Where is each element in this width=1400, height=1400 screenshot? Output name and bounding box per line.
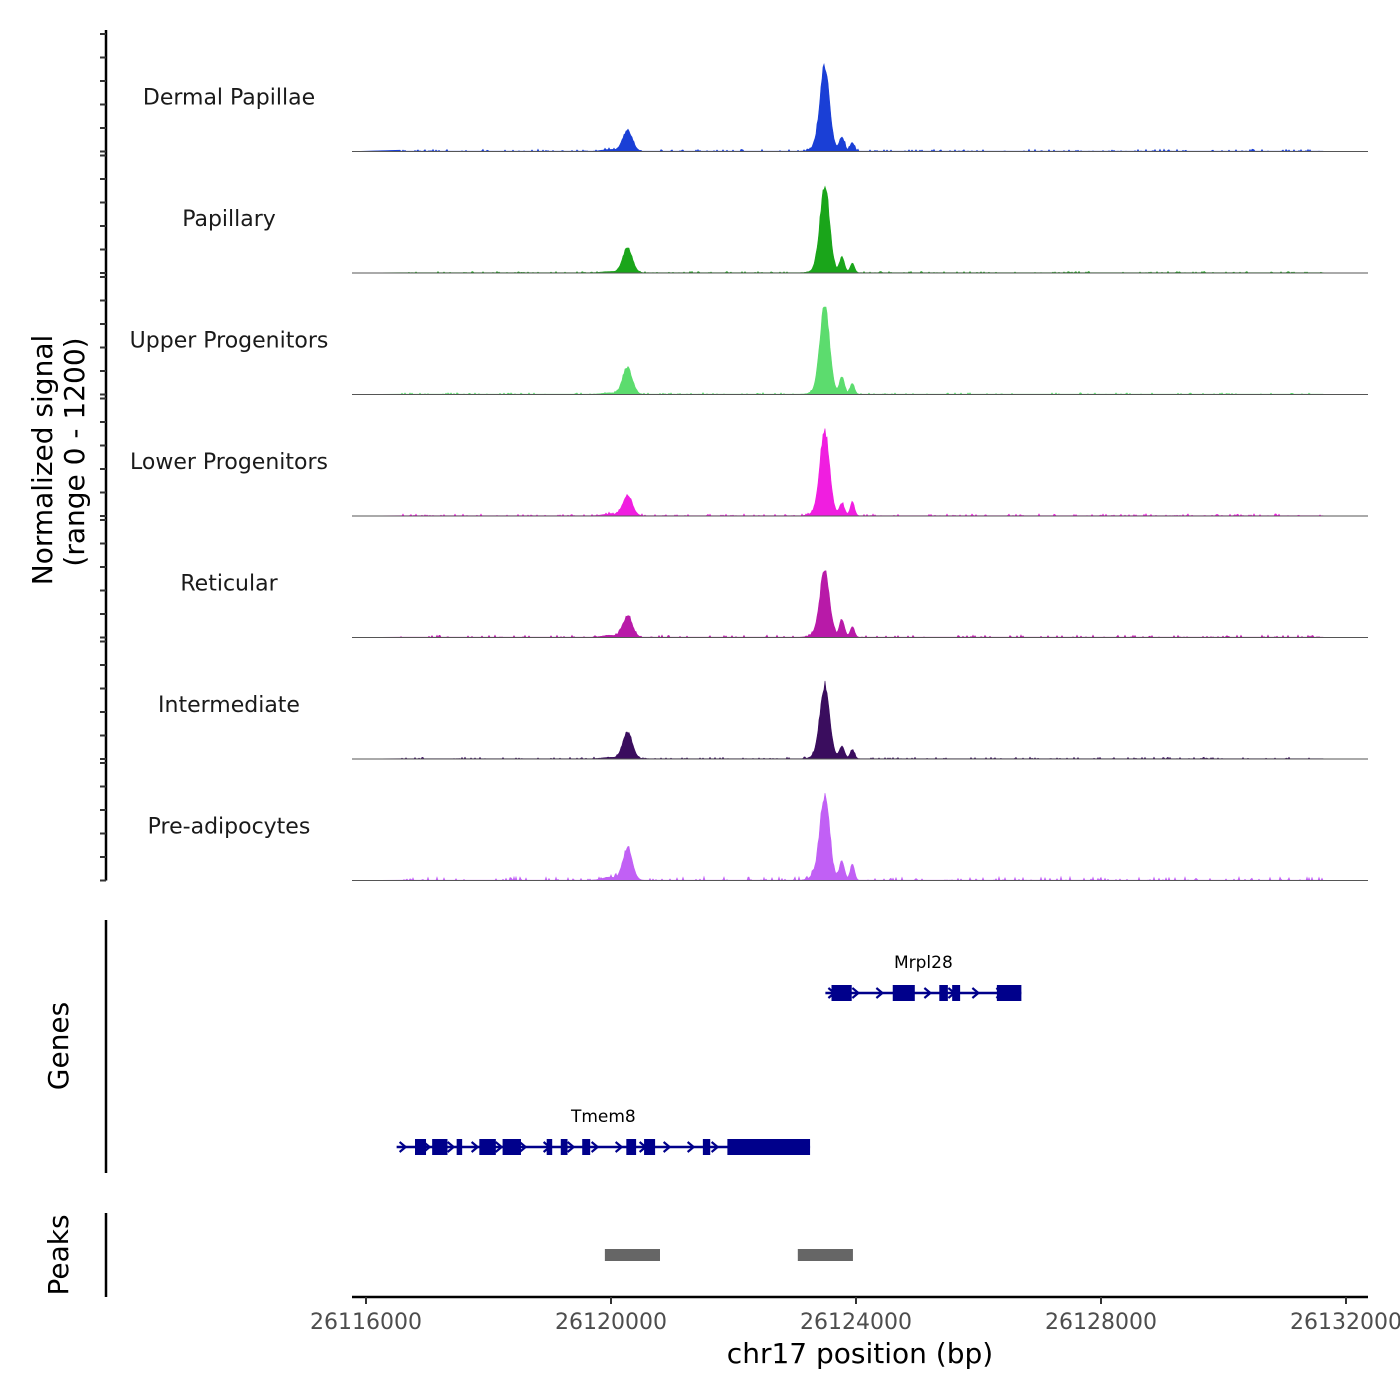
coverage-track: Papillary — [182, 185, 1368, 274]
coverage-track: Upper Progenitors — [130, 306, 1368, 395]
gene-exon — [892, 985, 915, 1001]
y-axis-title-line2: (range 0 - 1200) — [58, 337, 91, 566]
coverage-track: Dermal Papillae — [143, 62, 1368, 152]
x-axis-title: chr17 position (bp) — [727, 1337, 993, 1370]
coverage-track: Reticular — [180, 570, 1368, 638]
coverage-area — [351, 185, 1324, 274]
gene-exon — [560, 1139, 568, 1155]
strand-arrow — [851, 987, 861, 999]
gene-exon — [727, 1139, 811, 1155]
coverage-area — [351, 428, 1324, 517]
gene-model: Mrpl28 — [825, 953, 1022, 1001]
strand-arrow — [614, 1141, 624, 1153]
strand-arrow — [566, 1141, 576, 1153]
track-label: Papillary — [182, 207, 276, 232]
track-label: Dermal Papillae — [143, 86, 315, 111]
strand-arrow — [494, 1141, 504, 1153]
peaks-panel — [104, 1213, 853, 1297]
position-x-axis: 26116000 26120000 26124000 26128000 26132000 — [310, 1295, 1400, 1335]
coverage-area — [351, 680, 1324, 760]
strand-arrow — [470, 1141, 480, 1153]
signal-y-axis — [100, 30, 108, 882]
track-label: Intermediate — [158, 693, 300, 718]
strand-arrow — [923, 987, 933, 999]
gene-exon — [502, 1139, 521, 1155]
gene-exon — [626, 1139, 637, 1155]
strand-arrow — [686, 1141, 696, 1153]
gene-exon — [831, 985, 852, 1001]
strand-arrow — [971, 987, 981, 999]
gene-annotation-panel: Mrpl28 Tmem8 — [104, 920, 1022, 1173]
gene-name-label: Mrpl28 — [894, 953, 953, 973]
strand-arrow — [446, 1141, 456, 1153]
gene-exon — [952, 985, 961, 1001]
coverage-area — [351, 570, 1324, 638]
coverage-area — [351, 62, 1324, 152]
x-tick-label: 26124000 — [800, 1310, 912, 1335]
track-label: Lower Progenitors — [130, 450, 328, 475]
strand-arrow — [710, 1141, 720, 1153]
gene-name-label: Tmem8 — [570, 1107, 636, 1127]
peak-region — [604, 1249, 660, 1261]
gene-exon — [644, 1139, 656, 1155]
coverage-track: Lower Progenitors — [130, 428, 1368, 517]
strand-arrow — [875, 987, 885, 999]
x-tick-label: 26116000 — [310, 1310, 422, 1335]
x-tick-label: 26128000 — [1045, 1310, 1157, 1335]
strand-arrow — [590, 1141, 600, 1153]
gene-exon — [415, 1139, 427, 1155]
gene-exon — [702, 1139, 711, 1155]
gene-exon — [432, 1139, 448, 1155]
strand-arrow — [398, 1141, 408, 1153]
peak-region — [797, 1249, 853, 1261]
x-tick-label: 26132000 — [1290, 1310, 1400, 1335]
track-label: Reticular — [180, 572, 278, 597]
coverage-tracks: Dermal Papillae Papillary Upper Progenitor… — [130, 62, 1368, 882]
peaks-axis-title: Peaks — [42, 1214, 75, 1295]
gene-exon — [546, 1139, 553, 1155]
track-label: Pre-adipocytes — [148, 815, 311, 840]
coverage-area — [351, 792, 1324, 882]
track-label: Upper Progenitors — [130, 329, 329, 354]
coverage-track: Pre-adipocytes — [148, 792, 1368, 882]
strand-arrow — [662, 1141, 672, 1153]
gene-exon — [456, 1139, 463, 1155]
coverage-area — [351, 306, 1324, 395]
x-tick-label: 26120000 — [555, 1310, 667, 1335]
y-axis-title-line1: Normalized signal — [26, 335, 59, 586]
gene-exon — [939, 985, 948, 1001]
coverage-track: Intermediate — [158, 680, 1368, 760]
gene-exon — [582, 1139, 591, 1155]
gene-model: Tmem8 — [396, 1107, 811, 1155]
gene-exon — [479, 1139, 496, 1155]
strand-arrow — [518, 1141, 528, 1153]
genes-axis-title: Genes — [42, 1002, 75, 1090]
gene-exon — [996, 985, 1022, 1001]
